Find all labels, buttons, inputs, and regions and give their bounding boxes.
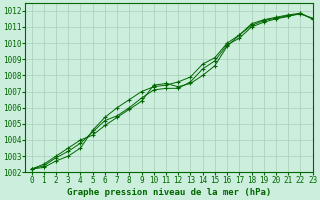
X-axis label: Graphe pression niveau de la mer (hPa): Graphe pression niveau de la mer (hPa) — [67, 188, 271, 197]
